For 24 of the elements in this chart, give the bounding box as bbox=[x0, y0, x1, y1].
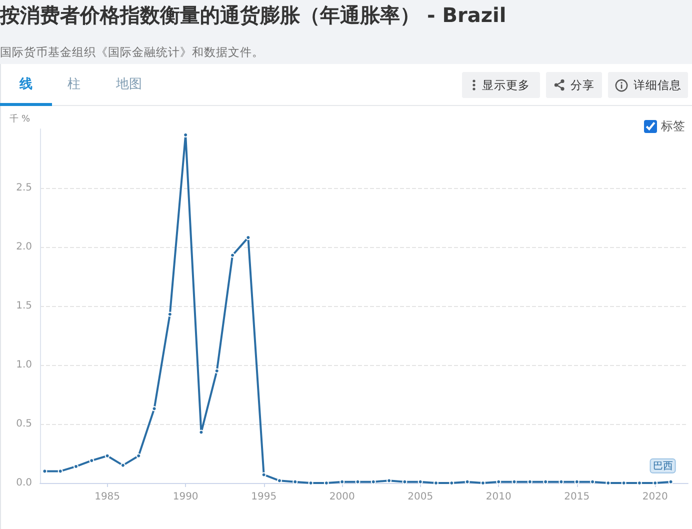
text: 线 bbox=[0, 64, 52, 106]
x-tick-label: 1995 bbox=[251, 492, 277, 502]
text: 地图 bbox=[115, 76, 143, 94]
y-tick-label: 0.5 bbox=[16, 418, 32, 430]
x-tick-label: 2005 bbox=[408, 492, 434, 502]
y-tick-label: 0.0 bbox=[16, 478, 32, 488]
text: 分享 bbox=[570, 78, 594, 92]
annotation: 标签 bbox=[661, 118, 685, 135]
y-tick-label: 2.0 bbox=[16, 242, 32, 252]
y-tick-label: 2.5 bbox=[16, 182, 32, 194]
y-tick-label: 1.5 bbox=[16, 300, 32, 312]
x-tick-label: 2015 bbox=[564, 492, 590, 502]
chart-subtitle: 国际货币基金组织《国际金融统计》和数据文件。 bbox=[0, 44, 264, 60]
y-axis-title: 千 % bbox=[10, 114, 30, 124]
series-label: 巴西 bbox=[652, 460, 673, 472]
y-tick-label: 1.0 bbox=[16, 360, 32, 370]
text: 显示更多 bbox=[482, 78, 530, 92]
x-tick-label: 2020 bbox=[642, 492, 668, 502]
x-tick-label: 1985 bbox=[94, 492, 120, 502]
text: 详细信息 bbox=[634, 78, 682, 92]
x-tick-label: 1990 bbox=[172, 492, 198, 502]
x-tick-label: 2010 bbox=[486, 492, 512, 502]
text: 柱 bbox=[66, 76, 82, 94]
x-tick-label: 2000 bbox=[329, 492, 355, 502]
